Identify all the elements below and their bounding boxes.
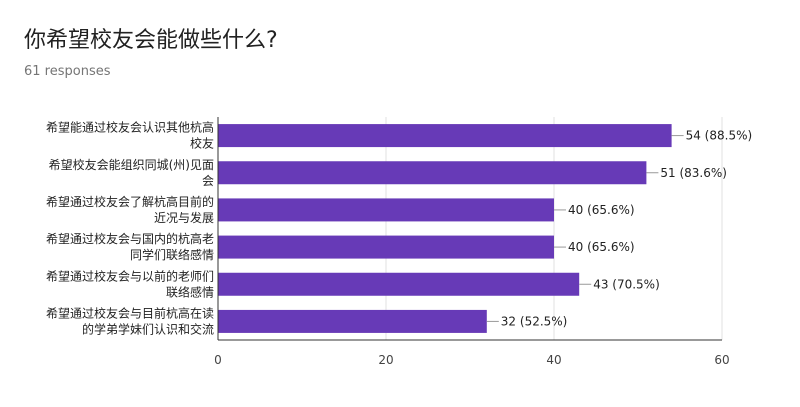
x-tick-label: 0 xyxy=(214,353,222,367)
bar xyxy=(218,198,554,222)
bar xyxy=(218,161,647,185)
category-label: 同学们联络感情 xyxy=(130,247,214,262)
x-tick-label: 60 xyxy=(714,353,729,367)
question-title: 你希望校友会能做些什么? xyxy=(24,28,278,53)
x-tick-label: 40 xyxy=(546,353,561,367)
data-label: 54 (88.5%) xyxy=(686,129,753,143)
category-label: 的学弟学妹们认识和交流 xyxy=(82,321,214,336)
category-label: 希望通过校友会与以前的老师们 xyxy=(46,268,214,283)
response-count: 61 responses xyxy=(24,64,111,79)
data-label: 40 (65.6%) xyxy=(568,240,635,254)
bar xyxy=(218,124,672,148)
category-label: 希望能通过校友会认识其他杭高 xyxy=(46,120,214,135)
category-label: 联络感情 xyxy=(166,284,214,299)
category-label: 希望校友会能组织同城(州)见面 xyxy=(49,157,214,172)
bar xyxy=(218,235,554,259)
category-label: 希望通过校友会了解杭高目前的 xyxy=(46,194,214,209)
data-label: 51 (83.6%) xyxy=(660,166,727,180)
bar xyxy=(218,309,487,333)
data-label: 32 (52.5%) xyxy=(501,314,568,328)
category-label: 希望通过校友会与目前杭高在读 xyxy=(46,305,214,320)
category-label: 希望通过校友会与国内的杭高老 xyxy=(46,231,214,246)
x-tick-label: 20 xyxy=(378,353,393,367)
data-label: 43 (70.5%) xyxy=(593,277,660,291)
data-label: 40 (65.6%) xyxy=(568,203,635,217)
category-label: 校友 xyxy=(190,136,214,151)
category-label: 会 xyxy=(202,174,214,188)
bar xyxy=(218,272,580,296)
category-label: 近况与发展 xyxy=(154,210,214,225)
